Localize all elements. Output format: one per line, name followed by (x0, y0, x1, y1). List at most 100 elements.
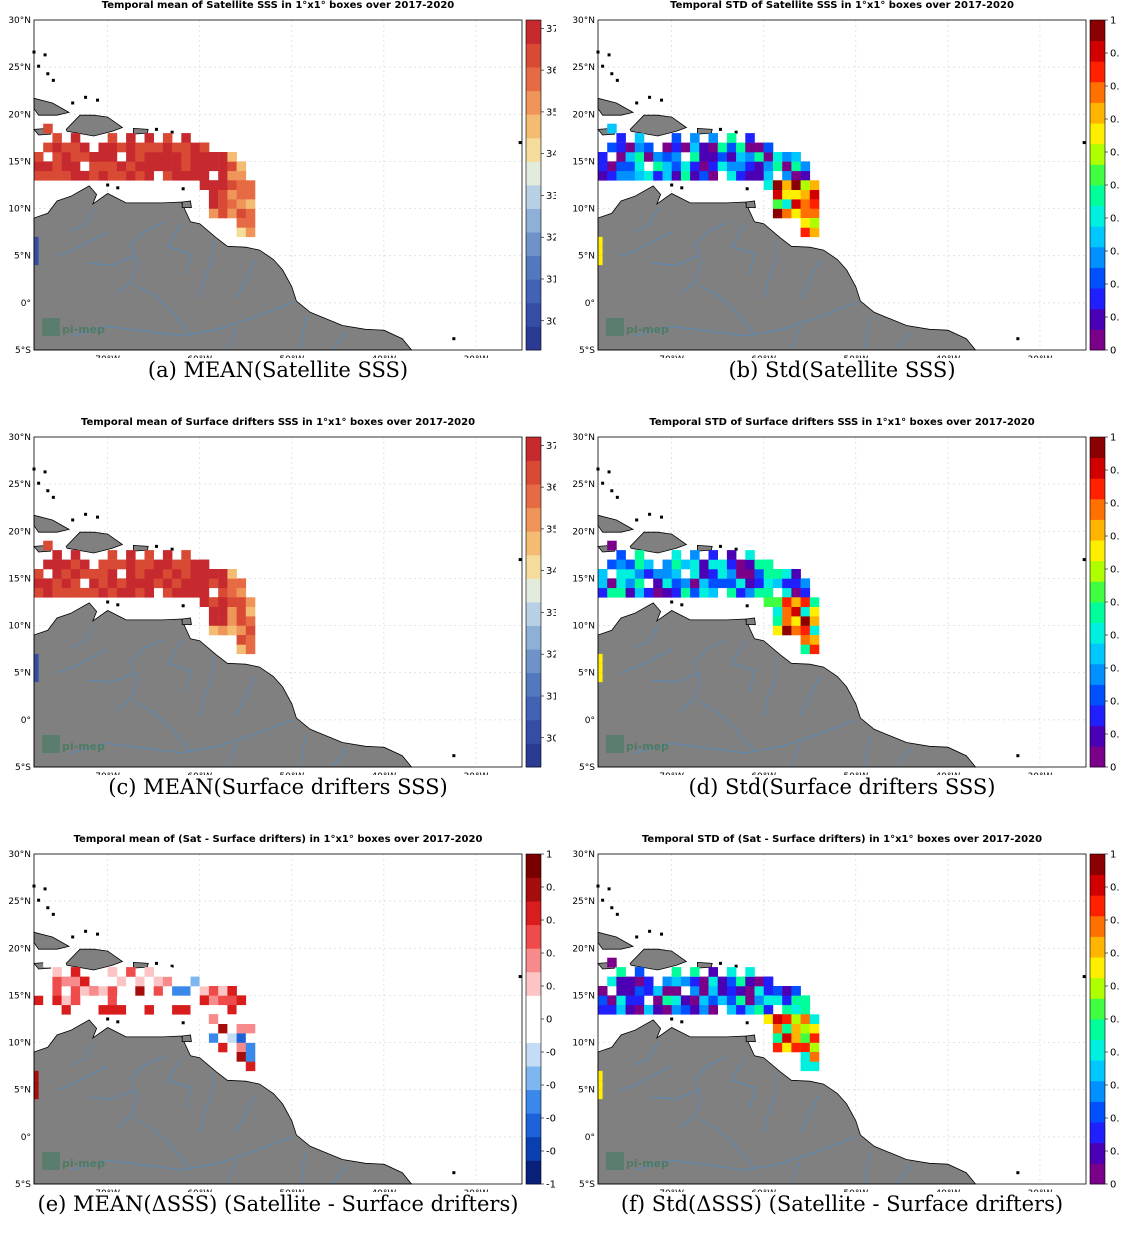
grid-cell (607, 976, 617, 987)
grid-cell (607, 559, 617, 570)
colorbar-segment (1090, 895, 1105, 917)
hispaniola (629, 114, 688, 137)
colorbar-tick-label: 32 (546, 233, 556, 244)
islet (601, 481, 605, 485)
colorbar-segment (526, 696, 541, 721)
grid-cell (208, 569, 219, 579)
lat-tick-label: 25°N (572, 480, 595, 490)
grid-cell (809, 199, 820, 209)
grid-cell (153, 142, 164, 153)
grid-cells (598, 123, 820, 266)
grid-cell (736, 976, 746, 987)
river (634, 625, 659, 649)
grid-cell (89, 569, 99, 579)
river (634, 302, 856, 337)
grid-cell (181, 967, 191, 977)
grid-cell (800, 199, 811, 209)
grid-cell (717, 569, 728, 579)
grid-cell (671, 995, 682, 1006)
grid-cell (671, 1004, 682, 1015)
grid-cell (61, 559, 72, 570)
grid-cell (89, 587, 99, 598)
grid-cell (616, 152, 626, 162)
grid-cell (726, 995, 737, 1006)
lat-tick-label: 15°N (8, 157, 31, 167)
lon-tick-label: 60°W (187, 1189, 212, 1192)
grid-cell (662, 976, 672, 987)
islet (660, 932, 664, 936)
grid-cell (625, 1004, 636, 1015)
islet (615, 78, 619, 82)
river (236, 260, 256, 299)
grid-cell (89, 578, 99, 589)
grid-cell (172, 587, 182, 598)
grid-cell (671, 578, 682, 589)
grid-cell (616, 1004, 626, 1015)
pimep-logo-text: pi-mep (626, 323, 669, 336)
colorbar-segment (1090, 246, 1105, 268)
grid-cell (625, 578, 636, 589)
grid-cell (791, 180, 801, 190)
grid-cell (791, 578, 801, 589)
lat-tick-label: 0° (21, 299, 31, 309)
grid-cell (218, 1033, 228, 1043)
grid-cell (227, 189, 237, 200)
islet (745, 187, 749, 191)
grid-cell (236, 199, 247, 209)
colorbar-segment (1090, 874, 1105, 896)
colorbar-tick-label: 0.6 (1110, 982, 1120, 993)
islet (452, 754, 456, 758)
colorbar-tick-label: 0.8 (1110, 499, 1120, 510)
trinidad (745, 617, 756, 625)
grid-cell (809, 227, 820, 238)
grid-cell (598, 663, 603, 673)
grid-cell (800, 587, 811, 598)
grid-cell (699, 569, 709, 579)
colorbar-segment (1090, 519, 1105, 541)
grid-cell (690, 995, 700, 1006)
grid-cell (680, 559, 691, 570)
grid-cell (763, 142, 774, 153)
river (896, 330, 912, 350)
grid-cell (644, 142, 654, 153)
grid-cell (662, 569, 672, 579)
colorbar-segment (1090, 205, 1105, 227)
map-panel-c: Temporal mean of Surface drifters SSS in… (0, 417, 556, 827)
grid-cell (43, 587, 53, 598)
grid-cell (634, 587, 645, 598)
colorbar-tick-label: 33 (546, 191, 556, 202)
lat-tick-label: 5°N (578, 1086, 595, 1096)
colorbar-segment (526, 531, 541, 556)
grid-cell (680, 161, 691, 172)
grid-cell (607, 995, 617, 1006)
grid-cell (236, 161, 247, 172)
islet (1082, 558, 1086, 562)
grid-cell (126, 559, 136, 570)
grid-cell (181, 161, 191, 172)
grid-cell (708, 569, 718, 579)
lon-tick-label: 50°W (279, 355, 304, 358)
river (70, 1042, 95, 1066)
grid-cell (98, 170, 108, 181)
colorbar-tick-label: 0.7 (1110, 115, 1120, 126)
grid-cell (236, 995, 247, 1006)
colorbar-segment (1090, 746, 1105, 768)
colorbar-segment (1090, 81, 1105, 103)
islet (116, 603, 120, 607)
grid-cell (809, 218, 820, 228)
grid-cell (245, 625, 256, 636)
islet (607, 470, 611, 474)
lat-tick-label: 20°N (8, 527, 31, 537)
grid-cell (690, 550, 700, 560)
grid-cell (809, 1023, 820, 1034)
river (236, 1094, 256, 1133)
grid-cell (236, 180, 247, 190)
colorbar-tick-label: 31 (546, 274, 556, 285)
grid-cell (717, 161, 728, 172)
islet (106, 1017, 110, 1021)
grid-cell (754, 569, 764, 579)
colorbar-segment (526, 20, 541, 44)
colorbar-segment (1090, 602, 1105, 624)
grid-cell (800, 208, 811, 219)
grid-cell (181, 133, 191, 143)
